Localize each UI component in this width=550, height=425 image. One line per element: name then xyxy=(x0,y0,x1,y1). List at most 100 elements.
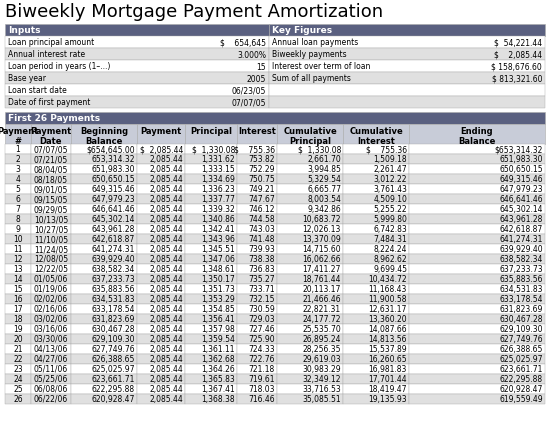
Text: 1,509.18: 1,509.18 xyxy=(373,155,407,164)
Bar xyxy=(5,364,31,374)
Bar xyxy=(343,184,409,194)
Text: 623,661.71: 623,661.71 xyxy=(499,365,543,374)
Text: 643,961.28: 643,961.28 xyxy=(499,215,543,224)
Bar xyxy=(343,164,409,174)
Text: Ending: Ending xyxy=(461,127,493,136)
Text: 619,559.49: 619,559.49 xyxy=(499,395,543,404)
Bar xyxy=(409,344,545,354)
Bar xyxy=(237,194,277,204)
Bar xyxy=(237,184,277,194)
Text: 6,665.77: 6,665.77 xyxy=(307,185,341,194)
Bar xyxy=(71,164,137,174)
Bar xyxy=(185,344,237,354)
Text: 2,085.44: 2,085.44 xyxy=(149,285,183,294)
Text: 05/11/06: 05/11/06 xyxy=(34,365,68,374)
Text: 29,619.03: 29,619.03 xyxy=(302,355,341,364)
Bar xyxy=(71,244,137,254)
Text: Key Figures: Key Figures xyxy=(272,26,332,35)
Bar xyxy=(71,344,137,354)
Text: 12,631.17: 12,631.17 xyxy=(368,305,407,314)
Text: 633,178.54: 633,178.54 xyxy=(499,295,543,304)
Text: 03/02/06: 03/02/06 xyxy=(34,315,68,324)
Text: 1,345.51: 1,345.51 xyxy=(201,245,235,254)
Text: 1,333.15: 1,333.15 xyxy=(201,165,235,174)
Bar xyxy=(185,244,237,254)
Bar xyxy=(237,224,277,234)
Text: 14,715.60: 14,715.60 xyxy=(302,245,341,254)
Text: 8: 8 xyxy=(15,215,20,224)
Bar xyxy=(71,334,137,344)
Bar xyxy=(343,154,409,164)
Text: 650,650.15: 650,650.15 xyxy=(499,165,543,174)
Text: Payment: Payment xyxy=(140,127,182,136)
Text: 647,979.23: 647,979.23 xyxy=(499,185,543,194)
Bar xyxy=(185,284,237,294)
Text: Interest: Interest xyxy=(357,137,395,146)
Bar xyxy=(185,324,237,334)
Bar xyxy=(31,174,71,184)
Bar xyxy=(409,244,545,254)
Bar xyxy=(409,174,545,184)
Text: 2,085.44: 2,085.44 xyxy=(149,265,183,274)
Bar xyxy=(31,234,71,244)
Bar xyxy=(5,334,31,344)
Text: 4: 4 xyxy=(15,175,20,184)
Bar xyxy=(5,324,31,334)
Bar xyxy=(185,234,237,244)
Bar xyxy=(31,244,71,254)
Bar xyxy=(5,48,269,60)
Text: 08/04/05: 08/04/05 xyxy=(34,165,68,174)
Text: 725.90: 725.90 xyxy=(249,335,275,344)
Text: 639,929.40: 639,929.40 xyxy=(91,255,135,264)
Bar xyxy=(71,144,137,154)
Text: 14: 14 xyxy=(13,275,23,284)
Bar xyxy=(237,344,277,354)
Bar xyxy=(71,254,137,264)
Text: 2,085.44: 2,085.44 xyxy=(149,195,183,204)
Text: $    755.36: $ 755.36 xyxy=(366,145,407,154)
Bar xyxy=(31,294,71,304)
Text: 03/16/06: 03/16/06 xyxy=(34,325,68,334)
Bar xyxy=(343,234,409,244)
Text: 16: 16 xyxy=(13,295,23,304)
Text: 637,233.73: 637,233.73 xyxy=(91,275,135,284)
Bar xyxy=(237,334,277,344)
Bar xyxy=(5,234,31,244)
Text: 738.38: 738.38 xyxy=(249,255,275,264)
Text: 2,085.44: 2,085.44 xyxy=(149,175,183,184)
Bar xyxy=(277,244,343,254)
Bar xyxy=(237,324,277,334)
Bar xyxy=(277,194,343,204)
Text: 24,177.72: 24,177.72 xyxy=(302,315,341,324)
Text: 09/29/05: 09/29/05 xyxy=(34,205,68,214)
Bar xyxy=(5,96,269,108)
Text: 732.15: 732.15 xyxy=(249,295,275,304)
Bar xyxy=(185,254,237,264)
Text: 1,342.41: 1,342.41 xyxy=(201,225,235,234)
Text: 2,085.44: 2,085.44 xyxy=(149,365,183,374)
Bar xyxy=(137,324,185,334)
Text: 630,467.28: 630,467.28 xyxy=(499,315,543,324)
Bar xyxy=(31,184,71,194)
Bar xyxy=(5,314,31,324)
Text: 722.76: 722.76 xyxy=(249,355,275,364)
Text: 643,961.28: 643,961.28 xyxy=(92,225,135,234)
Bar xyxy=(31,274,71,284)
Bar xyxy=(5,394,31,404)
Bar xyxy=(71,174,137,184)
Text: 642,618.87: 642,618.87 xyxy=(500,225,543,234)
Bar xyxy=(71,374,137,384)
Bar xyxy=(137,194,185,204)
Text: 625,025.97: 625,025.97 xyxy=(499,355,543,364)
Text: 17,411.27: 17,411.27 xyxy=(302,265,341,274)
Bar xyxy=(409,234,545,244)
Bar xyxy=(409,144,545,154)
Text: 1,347.06: 1,347.06 xyxy=(201,255,235,264)
Bar xyxy=(409,384,545,394)
Bar xyxy=(343,374,409,384)
Bar xyxy=(31,384,71,394)
Bar xyxy=(409,154,545,164)
Text: 753.82: 753.82 xyxy=(249,155,275,164)
Text: 647,979.23: 647,979.23 xyxy=(91,195,135,204)
Text: Annual interest rate: Annual interest rate xyxy=(8,50,85,59)
